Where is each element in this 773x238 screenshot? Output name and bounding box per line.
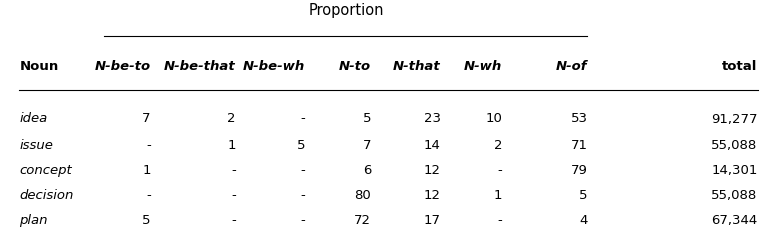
Text: 55,088: 55,088: [711, 139, 758, 152]
Text: 91,277: 91,277: [711, 113, 758, 125]
Text: -: -: [231, 189, 236, 202]
Text: 1: 1: [227, 139, 236, 152]
Text: -: -: [301, 164, 305, 177]
Text: 4: 4: [579, 214, 587, 227]
Text: 7: 7: [142, 113, 151, 125]
Text: 5: 5: [142, 214, 151, 227]
Text: 71: 71: [570, 139, 587, 152]
Text: idea: idea: [19, 113, 48, 125]
Text: plan: plan: [19, 214, 48, 227]
Text: 10: 10: [485, 113, 502, 125]
Text: 5: 5: [363, 113, 371, 125]
Text: 53: 53: [570, 113, 587, 125]
Text: 5: 5: [297, 139, 305, 152]
Text: -: -: [498, 214, 502, 227]
Text: N-be-that: N-be-that: [164, 60, 236, 73]
Text: 5: 5: [579, 189, 587, 202]
Text: 6: 6: [363, 164, 371, 177]
Text: N-wh: N-wh: [465, 60, 502, 73]
Text: 1: 1: [142, 164, 151, 177]
Text: -: -: [231, 164, 236, 177]
Text: 79: 79: [570, 164, 587, 177]
Text: 12: 12: [424, 189, 441, 202]
Text: 80: 80: [354, 189, 371, 202]
Text: 23: 23: [424, 113, 441, 125]
Text: Noun: Noun: [19, 60, 59, 73]
Text: total: total: [722, 60, 758, 73]
Text: N-be-to: N-be-to: [94, 60, 151, 73]
Text: N-to: N-to: [339, 60, 371, 73]
Text: 12: 12: [424, 164, 441, 177]
Text: decision: decision: [19, 189, 73, 202]
Text: N-of: N-of: [556, 60, 587, 73]
Text: 55,088: 55,088: [711, 189, 758, 202]
Text: -: -: [301, 189, 305, 202]
Text: -: -: [301, 214, 305, 227]
Text: 2: 2: [494, 139, 502, 152]
Text: 14,301: 14,301: [711, 164, 758, 177]
Text: 1: 1: [494, 189, 502, 202]
Text: -: -: [146, 189, 151, 202]
Text: -: -: [498, 164, 502, 177]
Text: issue: issue: [19, 139, 53, 152]
Text: Proportion: Proportion: [308, 3, 383, 18]
Text: 17: 17: [424, 214, 441, 227]
Text: -: -: [231, 214, 236, 227]
Text: 67,344: 67,344: [711, 214, 758, 227]
Text: 7: 7: [363, 139, 371, 152]
Text: 2: 2: [227, 113, 236, 125]
Text: N-be-wh: N-be-wh: [243, 60, 305, 73]
Text: -: -: [301, 113, 305, 125]
Text: 14: 14: [424, 139, 441, 152]
Text: concept: concept: [19, 164, 72, 177]
Text: N-that: N-that: [393, 60, 441, 73]
Text: -: -: [146, 139, 151, 152]
Text: 72: 72: [354, 214, 371, 227]
